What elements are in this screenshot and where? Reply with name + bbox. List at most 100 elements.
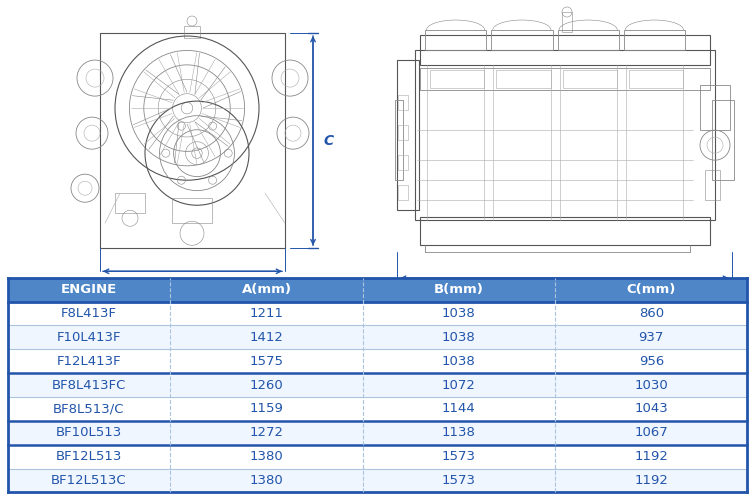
- Text: 1412: 1412: [250, 331, 283, 344]
- Text: BF8L413FC: BF8L413FC: [52, 379, 126, 392]
- Text: BF8L513/C: BF8L513/C: [53, 403, 125, 415]
- Bar: [171, 326, 362, 349]
- Text: 1211: 1211: [249, 307, 284, 320]
- Text: A(mm): A(mm): [242, 283, 291, 296]
- Bar: [398, 125, 408, 140]
- Bar: [624, 30, 685, 50]
- Bar: [362, 326, 555, 349]
- Bar: [555, 349, 747, 373]
- Bar: [171, 278, 362, 302]
- Bar: [420, 217, 710, 246]
- Bar: [171, 302, 362, 326]
- Text: 1138: 1138: [442, 426, 476, 439]
- Text: A: A: [559, 290, 570, 304]
- Bar: [420, 35, 710, 65]
- Bar: [557, 30, 619, 50]
- Text: BF10L513: BF10L513: [56, 426, 122, 439]
- Text: 1380: 1380: [250, 474, 283, 487]
- Bar: [100, 33, 285, 248]
- Text: BF12L513C: BF12L513C: [51, 474, 127, 487]
- Text: 860: 860: [639, 307, 664, 320]
- Bar: [8, 421, 171, 445]
- Bar: [362, 349, 555, 373]
- Text: 1144: 1144: [442, 403, 476, 415]
- Bar: [171, 469, 362, 493]
- Bar: [8, 397, 171, 421]
- Bar: [362, 302, 555, 326]
- Text: C(mm): C(mm): [627, 283, 676, 296]
- Bar: [362, 421, 555, 445]
- Text: 1573: 1573: [442, 474, 476, 487]
- Text: ENGINE: ENGINE: [61, 283, 117, 296]
- Bar: [496, 70, 550, 88]
- Bar: [8, 469, 171, 493]
- Text: 1272: 1272: [249, 426, 284, 439]
- Bar: [362, 397, 555, 421]
- Bar: [171, 397, 362, 421]
- Bar: [425, 30, 486, 50]
- Bar: [8, 278, 171, 302]
- Bar: [362, 278, 555, 302]
- Bar: [171, 349, 362, 373]
- Bar: [555, 373, 747, 397]
- Bar: [430, 70, 484, 88]
- Text: 1038: 1038: [442, 307, 476, 320]
- Text: 1575: 1575: [249, 355, 284, 368]
- Bar: [562, 12, 572, 32]
- Bar: [555, 302, 747, 326]
- Bar: [555, 326, 747, 349]
- Bar: [712, 100, 734, 180]
- Bar: [555, 278, 747, 302]
- Text: 1067: 1067: [634, 426, 668, 439]
- Bar: [555, 397, 747, 421]
- Text: BF12L513: BF12L513: [56, 450, 122, 463]
- Bar: [8, 349, 171, 373]
- Bar: [555, 469, 747, 493]
- Text: F8L413F: F8L413F: [61, 307, 117, 320]
- Bar: [8, 445, 171, 469]
- Text: F10L413F: F10L413F: [57, 331, 122, 344]
- Bar: [397, 60, 419, 210]
- Bar: [362, 445, 555, 469]
- Bar: [8, 373, 171, 397]
- Bar: [398, 185, 408, 200]
- Bar: [362, 373, 555, 397]
- Text: F12L413F: F12L413F: [57, 355, 122, 368]
- Bar: [420, 68, 710, 90]
- Bar: [705, 170, 720, 200]
- Text: 1573: 1573: [442, 450, 476, 463]
- Text: 1043: 1043: [634, 403, 668, 415]
- Bar: [629, 70, 683, 88]
- Text: 1192: 1192: [634, 450, 668, 463]
- Bar: [171, 373, 362, 397]
- Text: 1038: 1038: [442, 331, 476, 344]
- Text: B(mm): B(mm): [434, 283, 484, 296]
- Text: 1192: 1192: [634, 474, 668, 487]
- Bar: [172, 198, 212, 223]
- Bar: [492, 30, 553, 50]
- Text: 1260: 1260: [250, 379, 283, 392]
- Bar: [184, 26, 200, 38]
- Text: 1380: 1380: [250, 450, 283, 463]
- Bar: [171, 421, 362, 445]
- Text: B: B: [187, 283, 198, 297]
- Bar: [398, 95, 408, 110]
- Bar: [362, 469, 555, 493]
- Text: 1159: 1159: [250, 403, 283, 415]
- Text: 956: 956: [639, 355, 664, 368]
- Text: 937: 937: [639, 331, 664, 344]
- Bar: [555, 421, 747, 445]
- Bar: [700, 85, 730, 130]
- Text: 1038: 1038: [442, 355, 476, 368]
- Bar: [395, 100, 403, 180]
- Text: 1072: 1072: [442, 379, 476, 392]
- Bar: [555, 445, 747, 469]
- Bar: [171, 445, 362, 469]
- Bar: [8, 326, 171, 349]
- Bar: [562, 70, 617, 88]
- Text: 1030: 1030: [634, 379, 668, 392]
- Bar: [415, 50, 715, 220]
- Text: C: C: [323, 134, 333, 148]
- Bar: [115, 193, 145, 213]
- Bar: [398, 155, 408, 170]
